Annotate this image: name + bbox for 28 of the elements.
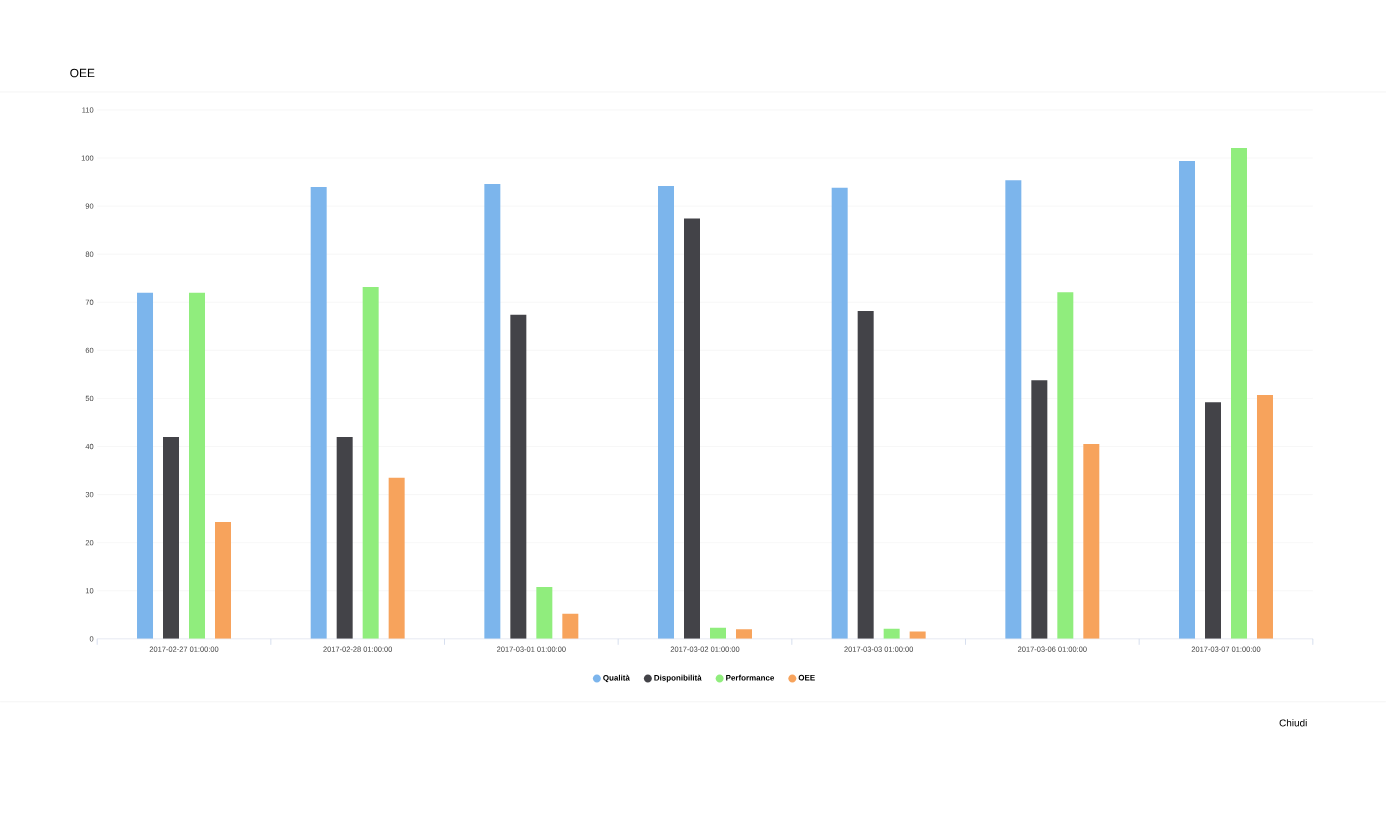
bar	[362, 286, 379, 639]
bar	[1205, 402, 1221, 639]
bar	[215, 522, 231, 639]
bar	[336, 436, 353, 639]
bar	[1231, 148, 1247, 639]
bar	[710, 627, 726, 639]
bar	[562, 613, 579, 639]
bar	[1256, 395, 1273, 639]
bar	[1179, 161, 1196, 639]
bar	[1031, 380, 1048, 639]
text: Chiudi	[1279, 719, 1307, 727]
bar	[536, 587, 553, 639]
bar	[310, 186, 327, 639]
bar	[510, 314, 527, 639]
bar	[388, 477, 405, 639]
bar	[1005, 180, 1022, 639]
bar	[658, 186, 675, 639]
bar	[1057, 292, 1074, 639]
bar	[484, 184, 501, 639]
bar	[189, 292, 205, 639]
chart-title: OEE	[70, 68, 95, 78]
bar	[137, 292, 154, 639]
bar	[831, 187, 848, 639]
bar	[857, 311, 874, 639]
bar	[163, 436, 180, 639]
bar	[735, 629, 752, 639]
bar	[1083, 444, 1100, 639]
bar	[684, 218, 700, 639]
